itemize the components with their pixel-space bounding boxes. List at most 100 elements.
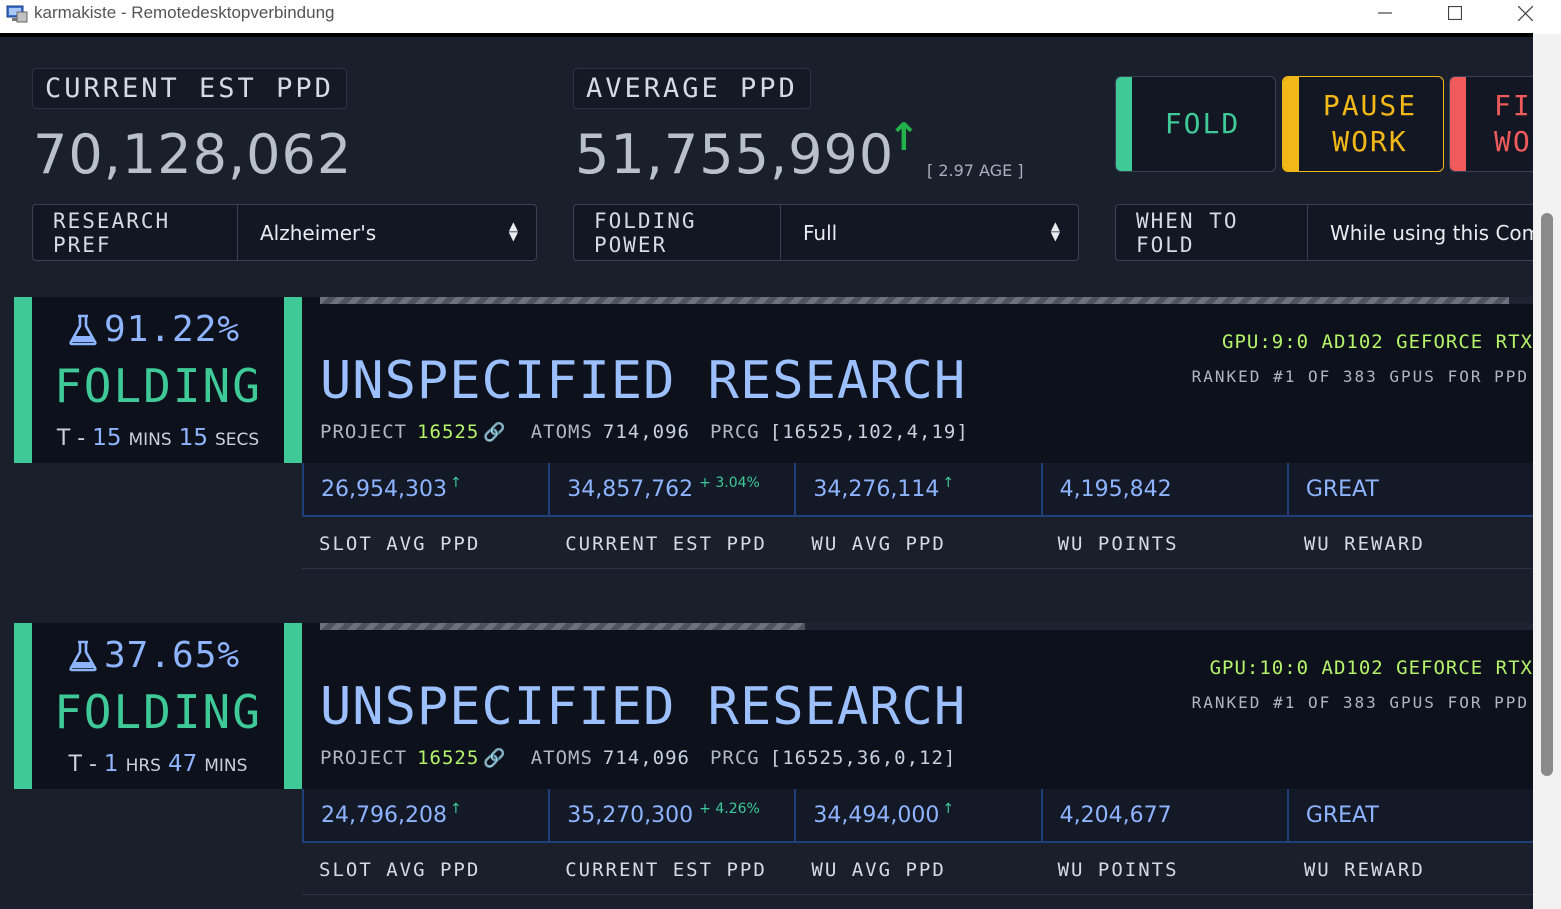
minimize-button[interactable] xyxy=(1350,0,1420,26)
research-pref-label: RESEARCH PREF xyxy=(33,205,238,260)
finish-accent-bar xyxy=(1450,77,1466,171)
wu-points-label: WU POINTS xyxy=(1057,858,1179,881)
when-to-fold-select[interactable]: WHEN TO FOLD While using this Computer xyxy=(1115,204,1533,261)
progress-percent: 37.65% xyxy=(68,635,240,676)
slot-status-card: 37.65% FOLDING T - 1 HRS 47 MINS xyxy=(14,623,302,789)
research-title: UNSPECIFIED RESEARCH xyxy=(320,351,967,411)
eta-value: 15 xyxy=(178,425,208,451)
research-pref-select[interactable]: RESEARCH PREF Alzheimer's ▲ ▼ xyxy=(32,204,537,261)
work-unit-meta: PROJECT 16525 🔗 ATOMS 714,096 PRCG [1652… xyxy=(320,747,956,769)
remote-desktop-icon xyxy=(6,5,28,23)
current-est-ppd-value: 34,857,762 xyxy=(567,476,694,502)
progress-bar-fill xyxy=(320,623,806,630)
average-ppd-value: 51,755,990 xyxy=(575,123,895,186)
wu-avg-ppd-cell: 34,276,114 ↑ xyxy=(794,463,1041,517)
when-to-fold-label: WHEN TO FOLD xyxy=(1116,205,1308,260)
eta-unit: SECS xyxy=(214,430,260,450)
prcg-label: PRCG xyxy=(709,747,760,769)
window-border xyxy=(0,33,1533,37)
wu-reward-cell: GREAT xyxy=(1286,789,1533,843)
slot-status: FOLDING xyxy=(54,359,262,413)
link-icon[interactable]: 🔗 xyxy=(483,421,507,443)
research-pref-value[interactable]: Alzheimer's ▲ ▼ xyxy=(238,205,536,260)
status-accent-bar xyxy=(14,623,32,789)
wu-reward-value: GREAT xyxy=(1305,802,1379,828)
stats-row: 26,954,303 ↑ 34,857,762 + 3.04% 34,276,114… xyxy=(302,463,1533,517)
project-link[interactable]: 16525 xyxy=(417,421,480,443)
pause-work-button[interactable]: PAUSE WORK xyxy=(1282,76,1444,172)
when-to-fold-value[interactable]: While using this Computer xyxy=(1308,205,1533,260)
wu-points-value: 4,195,842 xyxy=(1059,476,1172,502)
folding-power-label: FOLDING POWER xyxy=(574,205,781,260)
wu-avg-ppd-value: 34,276,114 xyxy=(813,476,940,502)
stats-row: 24,796,208 ↑ 35,270,300 + 4.26% 34,494,000… xyxy=(302,789,1533,843)
eta-unit: HRS xyxy=(125,756,161,776)
work-unit-meta: PROJECT 16525 🔗 ATOMS 714,096 PRCG [1652… xyxy=(320,421,969,443)
gpu-name: GPU:9:0 AD102 GEFORCE RTX xyxy=(1222,331,1533,353)
progress-percent-value: 37.65% xyxy=(104,635,241,676)
wu-reward-value: GREAT xyxy=(1305,476,1379,502)
wu-points-cell: 4,195,842 xyxy=(1040,463,1287,517)
finish-button-label: FINISH WORK xyxy=(1494,89,1533,158)
slot-avg-ppd-value: 26,954,303 xyxy=(321,476,447,502)
link-icon[interactable]: 🔗 xyxy=(483,747,507,769)
wu-avg-ppd-label: WU AVG PPD xyxy=(811,858,946,881)
status-accent-bar xyxy=(284,297,302,463)
wu-avg-ppd-cell: 34,494,000 ↑ xyxy=(794,789,1041,843)
gpu-rank: RANKED #1 OF 383 GPUS FOR PPD xyxy=(1191,693,1529,712)
folding-power-selected: Full xyxy=(803,220,838,245)
project-link[interactable]: 16525 xyxy=(417,747,480,769)
slot-card: 37.65% FOLDING T - 1 HRS 47 MINS UNSPECI… xyxy=(0,623,1533,898)
fold-accent-bar xyxy=(1116,77,1132,171)
wu-points-cell: 4,204,677 xyxy=(1040,789,1287,843)
folding-power-value[interactable]: Full ▲ ▼ xyxy=(781,205,1078,260)
scrollbar-thumb[interactable] xyxy=(1541,213,1553,776)
research-pref-selected: Alzheimer's xyxy=(260,220,377,245)
close-button[interactable] xyxy=(1490,0,1560,26)
trend-up-icon: ↑ xyxy=(888,115,920,159)
eta-value: 1 xyxy=(103,751,119,777)
eta-unit: MINS xyxy=(128,430,172,450)
slot-status: FOLDING xyxy=(54,685,262,739)
average-ppd-label: AVERAGE PPD xyxy=(573,68,811,109)
window-titlebar: karmakiste - Remotedesktopverbindung xyxy=(0,0,1561,34)
fold-button-label: FOLD xyxy=(1164,107,1241,140)
finish-work-button[interactable]: FINISH WORK xyxy=(1449,76,1533,172)
app-viewport: CURRENT EST PPD 70,128,062 AVERAGE PPD 5… xyxy=(0,37,1533,909)
minimize-icon xyxy=(1378,12,1392,14)
project-label: PROJECT xyxy=(320,747,408,769)
gpu-name: GPU:10:0 AD102 GEFORCE RTX xyxy=(1209,657,1533,679)
maximize-button[interactable] xyxy=(1420,0,1490,26)
average-ppd-age: [ 2.97 AGE ] xyxy=(927,161,1024,180)
current-est-ppd-label: CURRENT EST PPD xyxy=(565,858,767,881)
progress-percent-value: 91.22% xyxy=(104,309,241,350)
pause-button-label: PAUSE WORK xyxy=(1322,89,1418,158)
current-est-ppd-label: CURRENT EST PPD xyxy=(565,532,767,555)
wu-points-value: 4,204,677 xyxy=(1059,802,1172,828)
current-est-ppd-change: + 3.04% xyxy=(699,475,760,491)
research-title: UNSPECIFIED RESEARCH xyxy=(320,677,967,737)
wu-points-label: WU POINTS xyxy=(1057,532,1179,555)
trend-up-icon: ↑ xyxy=(449,475,462,491)
close-icon xyxy=(1517,5,1533,21)
wu-reward-label: WU REWARD xyxy=(1303,858,1425,881)
prcg-value: [16525,36,0,12] xyxy=(769,747,957,769)
flask-icon xyxy=(69,314,97,345)
flask-icon xyxy=(69,640,97,671)
wu-reward-cell: GREAT xyxy=(1286,463,1533,517)
eta: T - 1 HRS 47 MINS xyxy=(32,751,284,777)
wu-reward-label: WU REWARD xyxy=(1303,532,1425,555)
trend-up-icon: ↑ xyxy=(942,801,955,817)
status-accent-bar xyxy=(284,623,302,789)
when-to-fold-selected: While using this Computer xyxy=(1330,220,1533,245)
prcg-label: PRCG xyxy=(709,421,760,443)
progress-percent: 91.22% xyxy=(68,309,240,350)
folding-power-select[interactable]: FOLDING POWER Full ▲ ▼ xyxy=(573,204,1079,261)
slot-status-card: 91.22% FOLDING T - 15 MINS 15 SECS xyxy=(14,297,302,463)
pause-accent-bar xyxy=(1283,77,1299,171)
eta: T - 15 MINS 15 SECS xyxy=(32,425,284,451)
fold-button[interactable]: FOLD xyxy=(1115,76,1276,172)
slot-avg-ppd-value: 24,796,208 xyxy=(321,802,447,828)
slot-card: 91.22% FOLDING T - 15 MINS 15 SECS UNSPE… xyxy=(0,297,1533,572)
atoms-value: 714,096 xyxy=(602,421,690,443)
